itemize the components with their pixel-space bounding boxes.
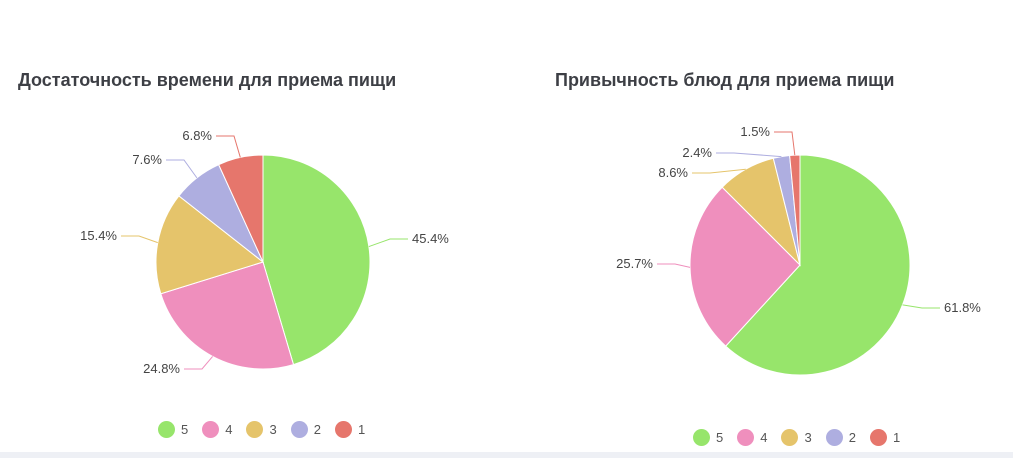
pie-slice-3[interactable]: [155, 195, 265, 295]
legend-item-3[interactable]: 3: [781, 429, 812, 446]
legend-item-5[interactable]: 5: [158, 421, 188, 438]
label-leader-line: [166, 159, 198, 179]
label-leader-line: [716, 152, 782, 158]
pie-slice-1[interactable]: [217, 154, 264, 263]
data-label: 2.4%: [682, 145, 712, 160]
legend-marker: [693, 429, 710, 446]
legend-item-4[interactable]: 4: [202, 421, 232, 438]
legend-marker: [737, 429, 755, 446]
legend-label: 5: [181, 422, 189, 437]
legend-label: 2: [848, 430, 856, 445]
data-label: 61.8%: [944, 300, 981, 315]
data-label: 1.5%: [740, 124, 770, 139]
legend-item-2[interactable]: 2: [290, 421, 321, 438]
legend-marker: [246, 421, 264, 438]
legend-label: 4: [760, 430, 768, 445]
label-leader-line: [368, 238, 408, 248]
chart-title-left: Достаточность времени для приема пищи: [18, 70, 397, 90]
legend-label: 3: [269, 422, 277, 437]
data-label: 8.6%: [658, 165, 688, 180]
legend-marker: [290, 421, 308, 438]
chart-title-right: Привычность блюд для приема пищи: [555, 70, 895, 90]
legend-label: 3: [804, 430, 812, 445]
legend-right: 5 4 3 2 1: [693, 429, 900, 446]
legend-marker: [202, 421, 220, 438]
legend-marker: [825, 429, 843, 446]
legend-marker: [781, 429, 799, 446]
legend-marker: [334, 421, 352, 438]
legend-item-4[interactable]: 4: [737, 429, 767, 446]
legend-item-2[interactable]: 2: [825, 429, 856, 446]
label-leader-line: [774, 131, 796, 156]
label-leader-line: [121, 235, 158, 244]
legend-left: 5 4 3 2 1: [158, 421, 365, 438]
data-label: 45.4%: [412, 231, 449, 246]
data-label: 6.8%: [182, 128, 212, 143]
legend-marker: [158, 421, 175, 438]
legend-label: 1: [357, 422, 366, 437]
label-leader-line: [692, 168, 746, 174]
pie-slice-4[interactable]: [689, 186, 801, 347]
label-leader-line: [216, 135, 241, 158]
data-label: 25.7%: [616, 256, 653, 271]
data-label: 24.8%: [143, 361, 180, 376]
legend-item-1[interactable]: 1: [869, 429, 901, 446]
legend-label: 2: [313, 422, 321, 437]
legend-item-1[interactable]: 1: [334, 421, 366, 438]
data-label: 7.6%: [132, 152, 162, 167]
label-leader-line: [184, 356, 214, 370]
label-leader-line: [902, 304, 940, 309]
label-leader-line: [657, 263, 691, 268]
pie-slice-5[interactable]: [725, 154, 911, 376]
legend-label: 4: [225, 422, 233, 437]
legend-marker: [869, 429, 887, 446]
data-label: 15.4%: [80, 228, 117, 243]
legend-label: 5: [716, 430, 724, 445]
legend-label: 1: [892, 430, 901, 445]
legend-item-5[interactable]: 5: [693, 429, 723, 446]
legend-item-3[interactable]: 3: [246, 421, 277, 438]
footer-strip: [0, 452, 1013, 458]
